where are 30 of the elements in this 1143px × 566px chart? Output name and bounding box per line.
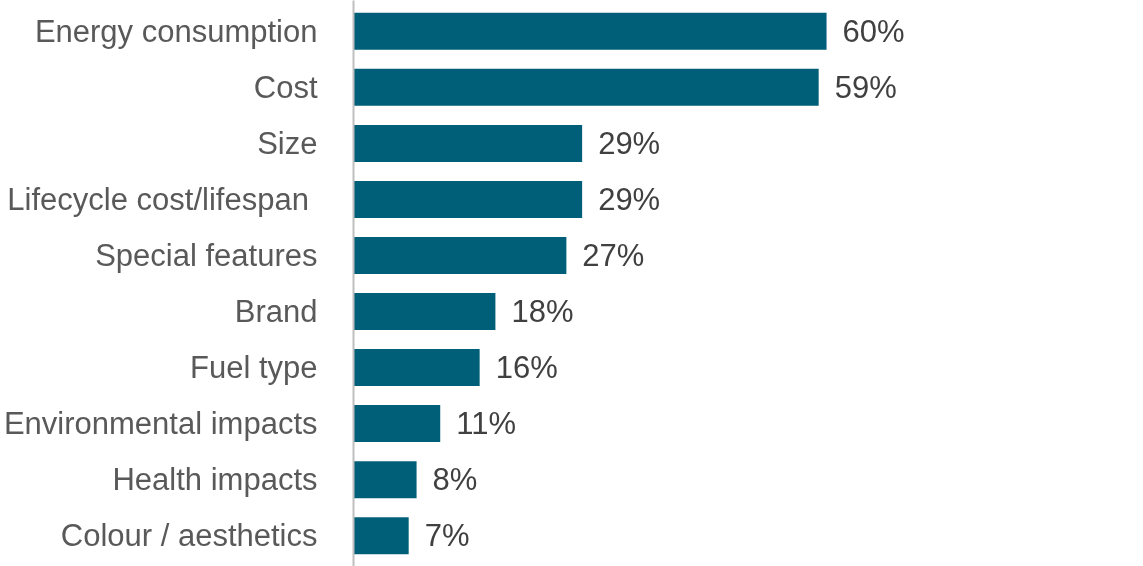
data-label: 8% xyxy=(432,462,478,498)
bar xyxy=(353,349,480,387)
y-tick-label: Environmental impacts xyxy=(3,406,318,442)
bar xyxy=(353,405,441,443)
y-tick-label: Brand xyxy=(234,294,318,330)
data-label: 18% xyxy=(511,294,574,330)
y-tick-label: Energy consumption xyxy=(34,13,318,49)
bar xyxy=(353,180,583,218)
data-label: 59% xyxy=(834,69,897,105)
y-tick-label: Health impacts xyxy=(112,462,318,498)
data-label: 7% xyxy=(424,518,470,554)
data-label: 60% xyxy=(842,13,905,49)
bar xyxy=(353,68,819,106)
data-label: 27% xyxy=(582,237,645,273)
y-tick-label: Special features xyxy=(95,237,318,273)
y-tick-label: Colour / aesthetics xyxy=(60,518,318,554)
bar xyxy=(353,293,496,331)
bar xyxy=(353,517,409,555)
y-tick-label: Cost xyxy=(253,69,318,105)
y-tick-label: Size xyxy=(257,125,318,161)
bar xyxy=(353,124,583,162)
y-tick-label: Fuel type xyxy=(189,350,318,386)
data-label: 11% xyxy=(456,406,516,442)
y-tick-label: Lifecycle cost/lifespan xyxy=(7,181,309,217)
data-label: 29% xyxy=(598,125,661,161)
bar xyxy=(353,12,827,50)
data-label: 29% xyxy=(598,181,661,217)
bar xyxy=(353,236,567,274)
data-label: 16% xyxy=(495,350,558,386)
bar xyxy=(353,461,417,499)
